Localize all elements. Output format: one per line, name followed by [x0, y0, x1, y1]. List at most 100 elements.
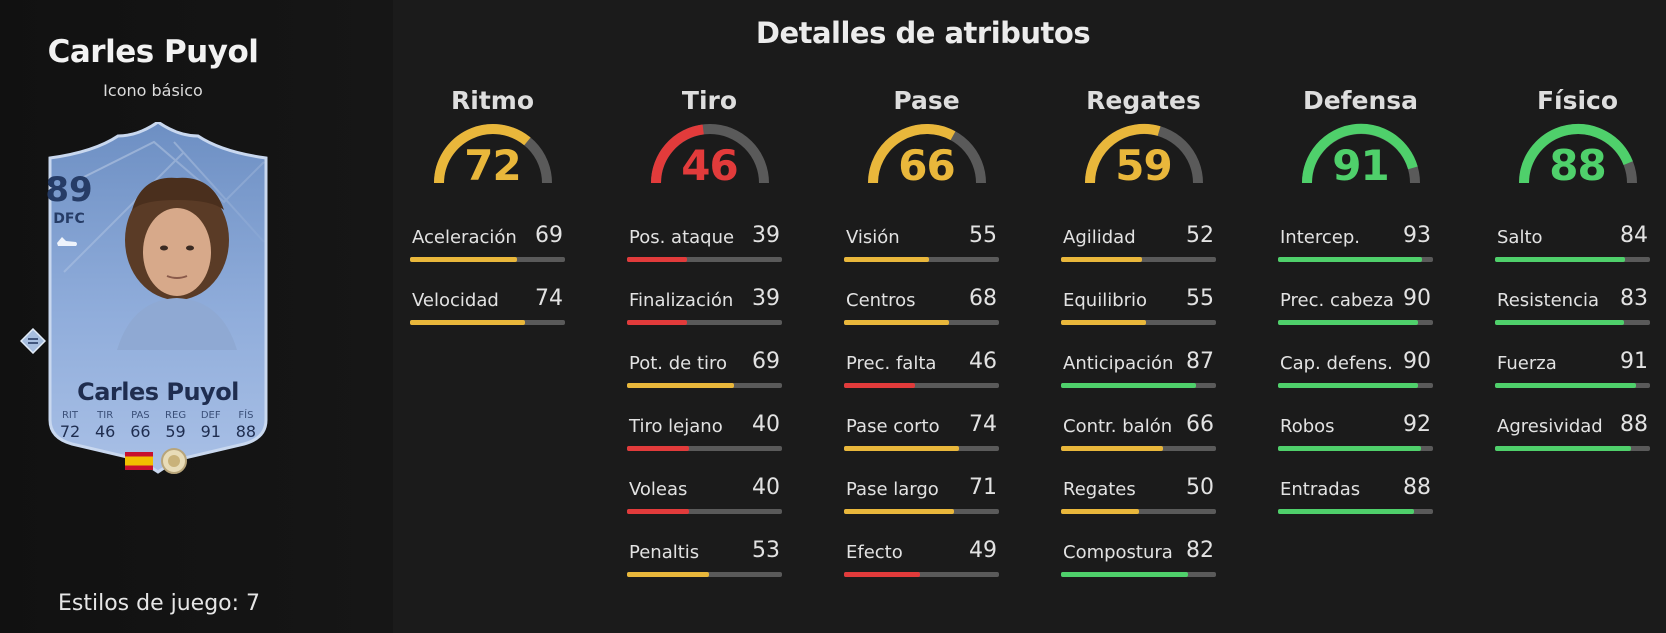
category-gauge: 91 [1297, 119, 1425, 191]
attribute-name: Pase corto [846, 416, 940, 437]
attribute-bar [1061, 383, 1216, 388]
category-5: Físico 88 Salto 84 Resistencia 83 Fuerza 91 Agre… [1495, 86, 1660, 451]
card-player-name: Carles Puyol [77, 378, 239, 406]
attribute-name: Entradas [1280, 479, 1361, 500]
attribute-bar-fill [1061, 572, 1189, 577]
attribute-value: 88 [1620, 412, 1648, 437]
attribute-value: 74 [535, 286, 563, 311]
attribute-value: 69 [535, 223, 563, 248]
attribute-name: Resistencia [1497, 290, 1599, 311]
category-value: 91 [1332, 141, 1389, 190]
gauge-fill [1518, 124, 1633, 184]
attribute-bar [627, 257, 782, 262]
attribute-row: Prec. falta 46 [844, 349, 999, 395]
attribute-value: 50 [1186, 475, 1214, 500]
attribute-value: 92 [1403, 412, 1431, 437]
attribute-bar-fill [1061, 383, 1196, 388]
attribute-bar-fill [1278, 446, 1421, 451]
attribute-bar [1278, 320, 1433, 325]
attribute-row: Pase largo 71 [844, 475, 999, 521]
attribute-bar-fill [410, 257, 517, 262]
attribute-value: 39 [752, 223, 780, 248]
gauge-fill [1084, 123, 1160, 184]
attribute-value: 82 [1186, 538, 1214, 563]
category-label: Físico [1536, 86, 1619, 115]
attribute-value: 84 [1620, 223, 1648, 248]
card-stat: FÍS 88 [230, 410, 262, 441]
attribute-row: Salto 84 [1495, 223, 1650, 269]
category-gauge: 88 [1514, 119, 1642, 191]
attribute-row: Entradas 88 [1278, 475, 1433, 521]
attribute-bar-fill [627, 446, 689, 451]
player-card[interactable] [34, 122, 282, 496]
attribute-name: Efecto [846, 542, 903, 563]
attribute-row: Pos. ataque 39 [627, 223, 782, 269]
attribute-name: Contr. balón [1063, 416, 1173, 437]
attribute-value: 68 [969, 286, 997, 311]
attribute-details: Detalles de atributos Ritmo 72 Aceleración… [393, 0, 1666, 633]
attribute-name: Velocidad [412, 290, 499, 311]
category-4: Defensa 91 Intercep. 93 Prec. cabeza 90 Cap. d… [1278, 86, 1443, 514]
attribute-bar-fill [844, 257, 930, 262]
attribute-name: Cap. defens. [1280, 353, 1393, 374]
attribute-row: Regates 50 [1061, 475, 1216, 521]
playstyles-count: Estilos de juego: 7 [58, 591, 261, 616]
attribute-name: Penaltis [629, 542, 700, 563]
category-value: 66 [898, 141, 955, 190]
attribute-value: 53 [752, 538, 780, 563]
attribute-value: 46 [969, 349, 997, 374]
attribute-row: Visión 55 [844, 223, 999, 269]
category-label: Ritmo [451, 86, 534, 115]
player-panel: Carles Puyol Icono básico [0, 0, 393, 633]
category-label: Defensa [1302, 86, 1419, 115]
attribute-name: Visión [846, 227, 900, 248]
attribute-bar-fill [1495, 446, 1632, 451]
category-value: 88 [1549, 141, 1606, 190]
attribute-bar [410, 257, 565, 262]
attribute-name: Finalización [629, 290, 734, 311]
attribute-name: Compostura [1063, 542, 1173, 563]
card-stat-value: 72 [59, 422, 81, 441]
attribute-value: 90 [1403, 286, 1431, 311]
attribute-name: Fuerza [1497, 353, 1557, 374]
attribute-row: Intercep. 93 [1278, 223, 1433, 269]
attribute-name: Aceleración [412, 227, 517, 248]
playstyle-badge-icon [19, 327, 47, 355]
attribute-bar-fill [844, 572, 920, 577]
attribute-bar [1495, 383, 1650, 388]
attribute-row: Tiro lejano 40 [627, 412, 782, 458]
attribute-value: 87 [1186, 349, 1214, 374]
attribute-row: Equilibrio 55 [1061, 286, 1216, 332]
boot-icon [56, 235, 78, 251]
attribute-bar [627, 383, 782, 388]
attribute-row: Agilidad 52 [1061, 223, 1216, 269]
attribute-bar-fill [1278, 383, 1418, 388]
attribute-bar-fill [1278, 320, 1418, 325]
attribute-value: 91 [1620, 349, 1648, 374]
card-stat-value: 46 [95, 422, 116, 441]
attribute-row: Finalización 39 [627, 286, 782, 332]
card-stats: RIT 72 TIR 46 PAS 66 REG 59 DEF 91 FÍS 8… [54, 410, 262, 441]
gauge-fill [867, 124, 955, 184]
attribute-name: Salto [1497, 227, 1543, 248]
attribute-bar [1061, 509, 1216, 514]
attribute-bar [844, 572, 999, 577]
attribute-bar [1278, 446, 1433, 451]
attribute-bar [844, 320, 999, 325]
attribute-name: Voleas [629, 479, 688, 500]
attribute-row: Voleas 40 [627, 475, 782, 521]
attribute-row: Pase corto 74 [844, 412, 999, 458]
attribute-bar [1061, 572, 1216, 577]
attribute-bar [1061, 320, 1216, 325]
attribute-row: Robos 92 [1278, 412, 1433, 458]
attribute-bar-fill [1061, 257, 1142, 262]
attribute-bar [1495, 257, 1650, 262]
player-name: Carles Puyol [47, 34, 259, 70]
attribute-value: 55 [1186, 286, 1214, 311]
card-stat: REG 59 [160, 410, 192, 441]
attribute-name: Tiro lejano [629, 416, 723, 437]
card-stat-label: FÍS [238, 410, 254, 421]
attribute-bar-fill [1495, 383, 1637, 388]
attribute-name: Prec. falta [846, 353, 937, 374]
attribute-bar [1278, 509, 1433, 514]
